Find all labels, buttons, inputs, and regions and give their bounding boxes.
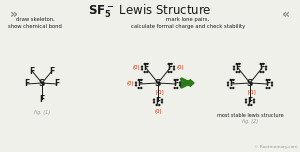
Text: [-1]: [-1]: [156, 90, 164, 95]
Text: F: F: [167, 64, 172, 73]
Text: F: F: [248, 97, 253, 105]
Circle shape: [141, 79, 142, 81]
Circle shape: [269, 79, 270, 81]
Text: F: F: [173, 79, 178, 88]
Text: F: F: [236, 64, 241, 73]
Text: F: F: [29, 67, 34, 76]
Circle shape: [174, 79, 175, 81]
Circle shape: [239, 71, 240, 73]
Circle shape: [245, 102, 247, 103]
Text: S: S: [39, 78, 45, 88]
Circle shape: [179, 82, 181, 83]
Circle shape: [171, 71, 172, 73]
Text: F: F: [155, 97, 160, 105]
Circle shape: [245, 99, 247, 100]
Circle shape: [230, 79, 231, 81]
Circle shape: [144, 71, 145, 73]
Circle shape: [179, 85, 181, 86]
Text: S: S: [247, 78, 253, 88]
Circle shape: [161, 99, 163, 100]
Text: most stable lewis structure: most stable lewis structure: [217, 113, 283, 118]
Circle shape: [236, 71, 237, 73]
Circle shape: [233, 66, 235, 67]
Circle shape: [177, 79, 178, 81]
Circle shape: [138, 79, 139, 81]
FancyArrow shape: [181, 79, 194, 86]
Text: draw skeleton,
show chemical bond: draw skeleton, show chemical bond: [8, 17, 62, 29]
Text: «: «: [282, 8, 290, 21]
Circle shape: [263, 71, 264, 73]
Text: F: F: [230, 79, 235, 88]
Text: F: F: [137, 79, 142, 88]
Text: F: F: [39, 95, 45, 104]
Text: $\bf{SF_5^-}$ Lewis Structure: $\bf{SF_5^-}$ Lewis Structure: [88, 2, 212, 19]
Text: © Rootmemory.com: © Rootmemory.com: [254, 145, 297, 149]
Circle shape: [227, 82, 229, 83]
Text: (0): (0): [176, 66, 184, 71]
Circle shape: [147, 71, 148, 73]
Circle shape: [260, 71, 261, 73]
Circle shape: [266, 79, 267, 81]
Circle shape: [173, 66, 175, 67]
Text: F: F: [50, 67, 55, 76]
Text: F: F: [24, 79, 30, 88]
Text: F: F: [54, 79, 60, 88]
Text: F: F: [266, 79, 271, 88]
Circle shape: [168, 71, 169, 73]
Text: S: S: [155, 78, 161, 88]
Text: (0): (0): [132, 66, 140, 71]
Text: fig. (1): fig. (1): [34, 110, 50, 115]
Text: (0): (0): [154, 109, 162, 114]
Text: (0): (0): [126, 81, 134, 86]
Circle shape: [173, 69, 175, 70]
Text: »: »: [10, 8, 18, 21]
Text: [-1]: [-1]: [248, 90, 256, 95]
Text: F: F: [260, 64, 265, 73]
Circle shape: [233, 69, 235, 70]
Circle shape: [161, 102, 163, 103]
Circle shape: [227, 85, 229, 86]
Text: mark lone pairs,
calculate formal charge and check stability: mark lone pairs, calculate formal charge…: [131, 17, 245, 29]
Circle shape: [233, 79, 234, 81]
Text: (0): (0): [182, 81, 190, 86]
Text: fig. (2): fig. (2): [242, 119, 258, 124]
Text: F: F: [143, 64, 148, 73]
